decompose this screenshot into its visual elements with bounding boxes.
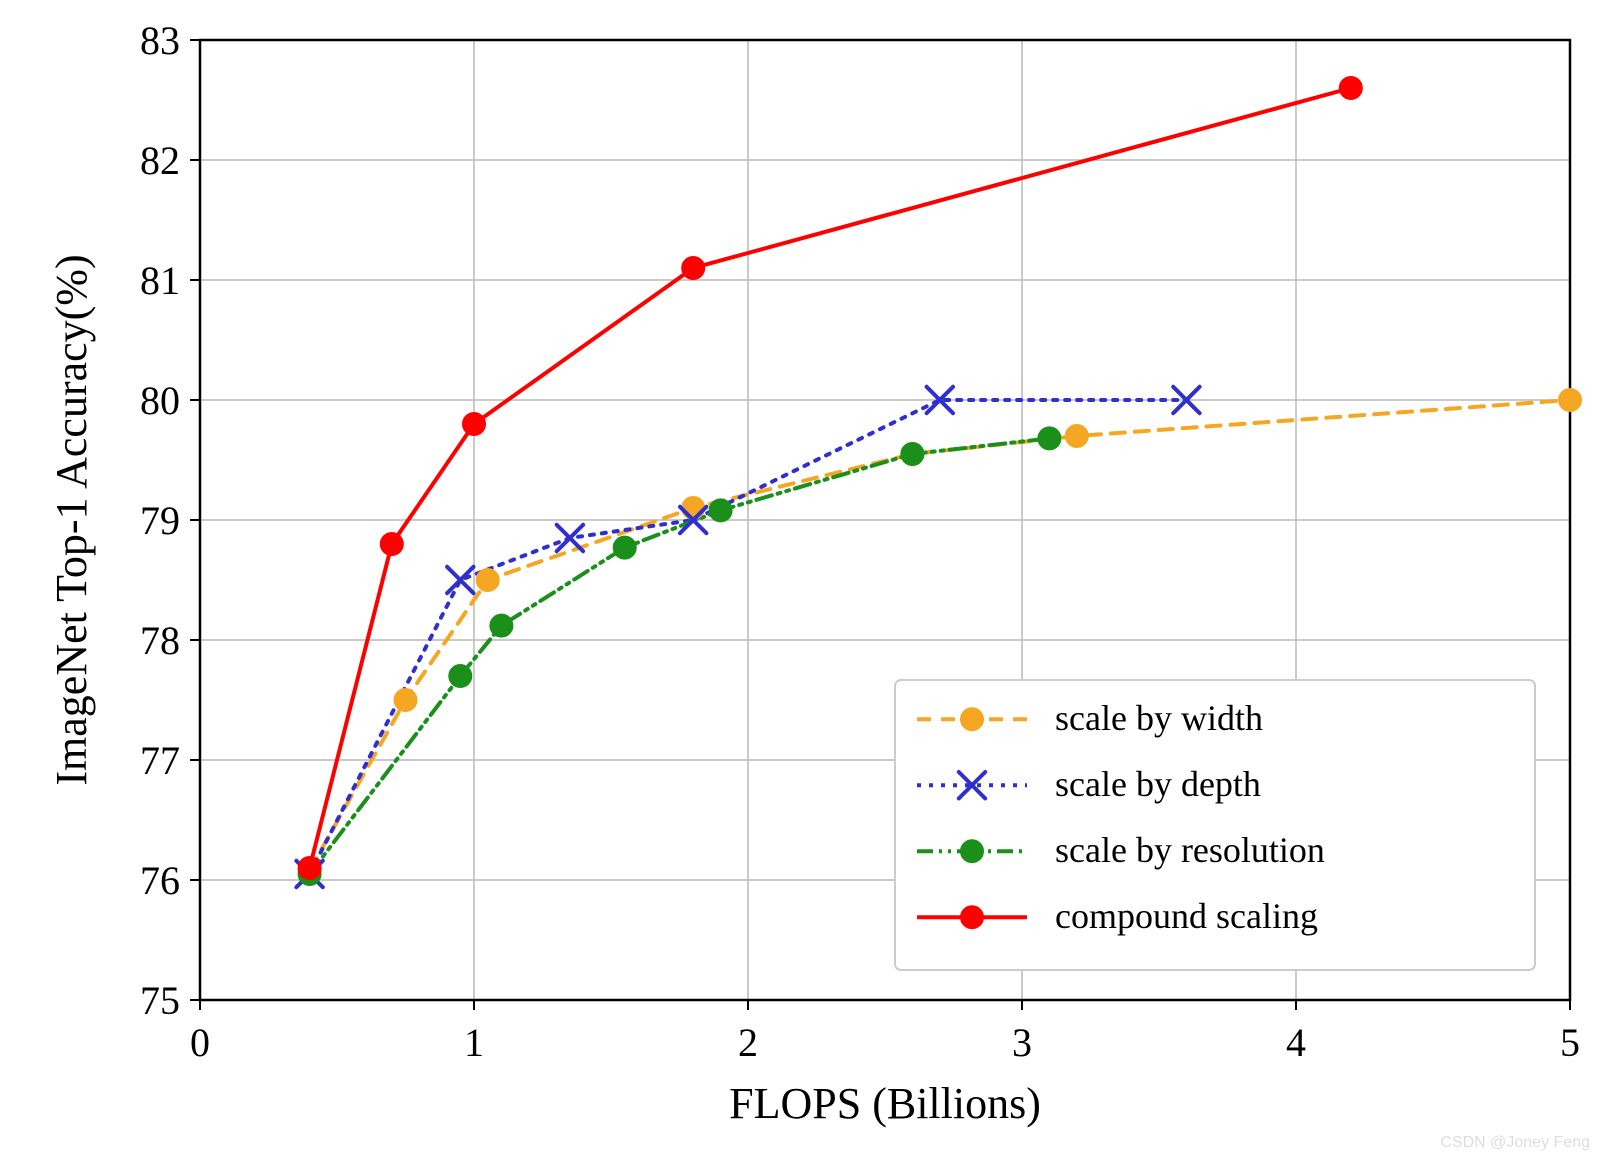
legend-label-compound: compound scaling bbox=[1055, 896, 1318, 936]
watermark-text: CSDN @Joney Feng bbox=[1440, 1134, 1590, 1152]
legend-label-depth: scale by depth bbox=[1055, 764, 1261, 804]
ytick-label: 81 bbox=[140, 258, 180, 303]
ytick-label: 82 bbox=[140, 138, 180, 183]
ytick-label: 76 bbox=[140, 858, 180, 903]
xtick-label: 4 bbox=[1286, 1020, 1306, 1065]
legend-label-resolution: scale by resolution bbox=[1055, 830, 1325, 870]
legend: scale by width scale by depth scale by res… bbox=[895, 680, 1535, 970]
ytick-label: 79 bbox=[140, 498, 180, 543]
chart-svg: 0 1 2 3 4 5 75 76 77 78 79 80 81 82 83 FLOPS (Billions)… bbox=[0, 0, 1600, 1158]
ytick-label: 75 bbox=[140, 978, 180, 1023]
xtick-label: 5 bbox=[1560, 1020, 1580, 1065]
ytick-label: 83 bbox=[140, 18, 180, 63]
chart-container: 0 1 2 3 4 5 75 76 77 78 79 80 81 82 83 FLOPS (Billions)… bbox=[0, 0, 1600, 1158]
ytick-label: 77 bbox=[140, 738, 180, 783]
xtick-label: 2 bbox=[738, 1020, 758, 1065]
xtick-label: 1 bbox=[464, 1020, 484, 1065]
chart-background bbox=[0, 0, 1600, 1158]
ytick-label: 80 bbox=[140, 378, 180, 423]
y-axis-label: ImageNet Top-1 Accuracy(%) bbox=[47, 254, 96, 785]
legend-label-width: scale by width bbox=[1055, 698, 1263, 738]
xtick-label: 3 bbox=[1012, 1020, 1032, 1065]
ytick-label: 78 bbox=[140, 618, 180, 663]
x-axis-label: FLOPS (Billions) bbox=[729, 1079, 1041, 1128]
xtick-label: 0 bbox=[190, 1020, 210, 1065]
